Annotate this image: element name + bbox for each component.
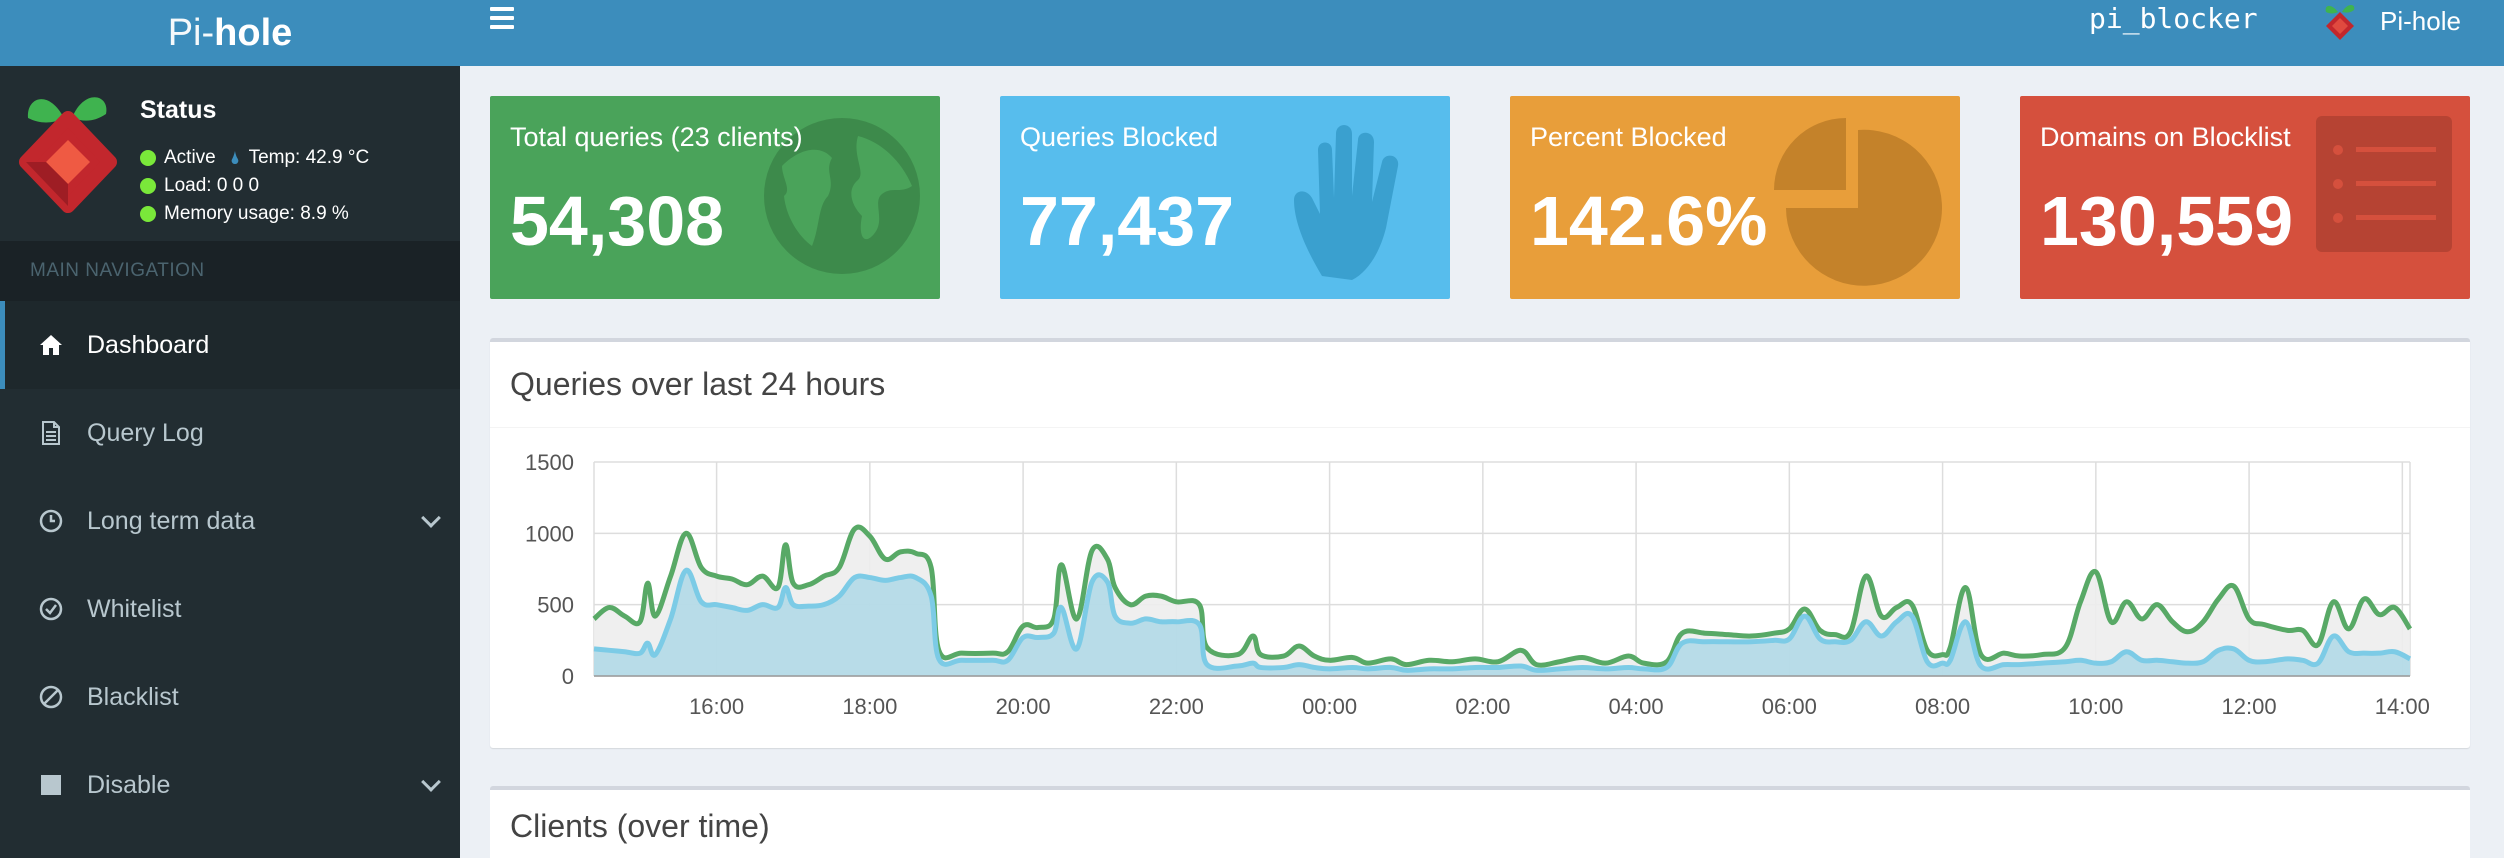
y-tick-label: 1000 [525, 521, 574, 546]
clock-icon [39, 509, 63, 533]
status-title: Status [140, 96, 217, 124]
home-icon [39, 333, 63, 357]
status-memory-dot-icon [140, 206, 156, 222]
sidebar-item-label: Whitelist [87, 594, 182, 623]
chevron-down-icon [421, 772, 441, 792]
total-queries-value: 54,308 [510, 182, 725, 260]
blocked-queries-line [593, 567, 2412, 673]
x-tick-label: 06:00 [1762, 694, 1817, 719]
pihole-logo-icon [2325, 5, 2355, 40]
x-tick-label: 18:00 [842, 694, 897, 719]
x-tick-label: 14:00 [2375, 694, 2430, 719]
sidebar-item-query-log[interactable]: Query Log [0, 389, 460, 477]
x-tick-label: 10:00 [2068, 694, 2123, 719]
stop-icon [39, 773, 63, 797]
x-tick-label: 02:00 [1455, 694, 1510, 719]
clients-panel: Clients (over time) [490, 786, 2470, 858]
sidebar-item-long-term-data[interactable]: Long term data [0, 477, 460, 565]
sidebar-item-blacklist[interactable]: Blacklist [0, 653, 460, 741]
globe-icon [764, 118, 920, 274]
sidebar-item-dashboard[interactable]: Dashboard [0, 301, 460, 389]
hostname: pi_blocker [2089, 2, 2258, 35]
queries-chart-panel: Queries over last 24 hours 0 500 1000 1500 1… [490, 338, 2470, 748]
queries-blocked-label: Queries Blocked [1020, 122, 1219, 152]
y-tick-label: 500 [537, 593, 574, 618]
percent-blocked-label: Percent Blocked [1530, 122, 1727, 152]
clients-title: Clients (over time) [510, 807, 770, 844]
x-tick-label: 12:00 [2222, 694, 2277, 719]
check-circle-icon [39, 597, 63, 621]
sidebar-item-label: Long term data [87, 506, 256, 535]
percent-blocked-value: 142.6% [1530, 182, 1768, 260]
sidebar: Status Active 🌢 Temp: 42.9 °C Load: 0 0 0 … [0, 66, 460, 858]
total-queries-box: Total queries (23 clients) 54,308 [490, 96, 940, 299]
y-tick-label: 0 [562, 664, 574, 689]
sidebar-item-whitelist[interactable]: Whitelist [0, 565, 460, 653]
sidebar-item-label: Dashboard [87, 330, 210, 359]
logo[interactable]: Pi-hole [0, 0, 460, 66]
chevron-down-icon [421, 508, 441, 528]
nav-header: MAIN NAVIGATION [0, 241, 460, 301]
status-load: Load: 0 0 0 [164, 175, 260, 196]
percent-blocked-box: Percent Blocked 142.6% [1510, 96, 1960, 299]
domains-blocklist-label: Domains on Blocklist [2040, 122, 2291, 152]
top-navbar: pi_blocker Pi-hole [460, 0, 2504, 66]
pie-icon [1774, 118, 1942, 286]
sidebar-item-label: Blacklist [87, 682, 179, 711]
total-queries-label: Total queries (23 clients) [510, 122, 803, 152]
x-tick-label: 20:00 [996, 694, 1051, 719]
x-tick-label: 16:00 [689, 694, 744, 719]
sidebar-item-disable[interactable]: Disable [0, 741, 460, 829]
sidebar-toggle-icon[interactable] [490, 0, 534, 36]
logo-text-pi: Pi- [167, 11, 215, 54]
y-tick-label: 1500 [525, 450, 574, 475]
thermometer-icon: 🌢 [229, 148, 241, 168]
logo-text-hole: hole [214, 11, 293, 54]
chart-title: Queries over last 24 hours [490, 342, 2470, 428]
list-icon [2316, 116, 2452, 252]
domains-blocklist-box: Domains on Blocklist 130,559 [2020, 96, 2470, 299]
x-tick-label: 00:00 [1302, 694, 1357, 719]
queries-blocked-value: 77,437 [1020, 182, 1235, 260]
x-tick-label: 08:00 [1915, 694, 1970, 719]
sidebar-item-label: Disable [87, 770, 171, 799]
status-lines: Active 🌢 Temp: 42.9 °C Load: 0 0 0 Memory … [140, 144, 369, 228]
status-memory: Memory usage: 8.9 % [164, 203, 349, 224]
status-panel: Status Active 🌢 Temp: 42.9 °C Load: 0 0 0 … [0, 66, 460, 241]
domains-blocklist-value: 130,559 [2040, 182, 2294, 260]
x-tick-label: 22:00 [1149, 694, 1204, 719]
pihole-logo-icon [19, 97, 117, 213]
sidebar-item-label: Query Log [87, 418, 204, 447]
queries-chart: 0 500 1000 1500 16:00 18:00 20:00 22:00 00:00 02:… [525, 450, 2430, 719]
status-load-dot-icon [140, 178, 156, 194]
status-active-dot-icon [140, 150, 156, 166]
queries-blocked-box: Queries Blocked 77,437 [1000, 96, 1450, 299]
status-temp: Temp: 42.9 °C [248, 147, 370, 168]
user-label: Pi-hole [2380, 5, 2461, 36]
user-menu[interactable]: Pi-hole [2320, 0, 2461, 42]
file-icon [39, 421, 63, 445]
status-active: Active [164, 147, 216, 168]
ban-icon [39, 685, 63, 709]
total-queries-line [592, 524, 2413, 668]
x-tick-label: 04:00 [1609, 694, 1664, 719]
hand-icon [1294, 125, 1399, 280]
